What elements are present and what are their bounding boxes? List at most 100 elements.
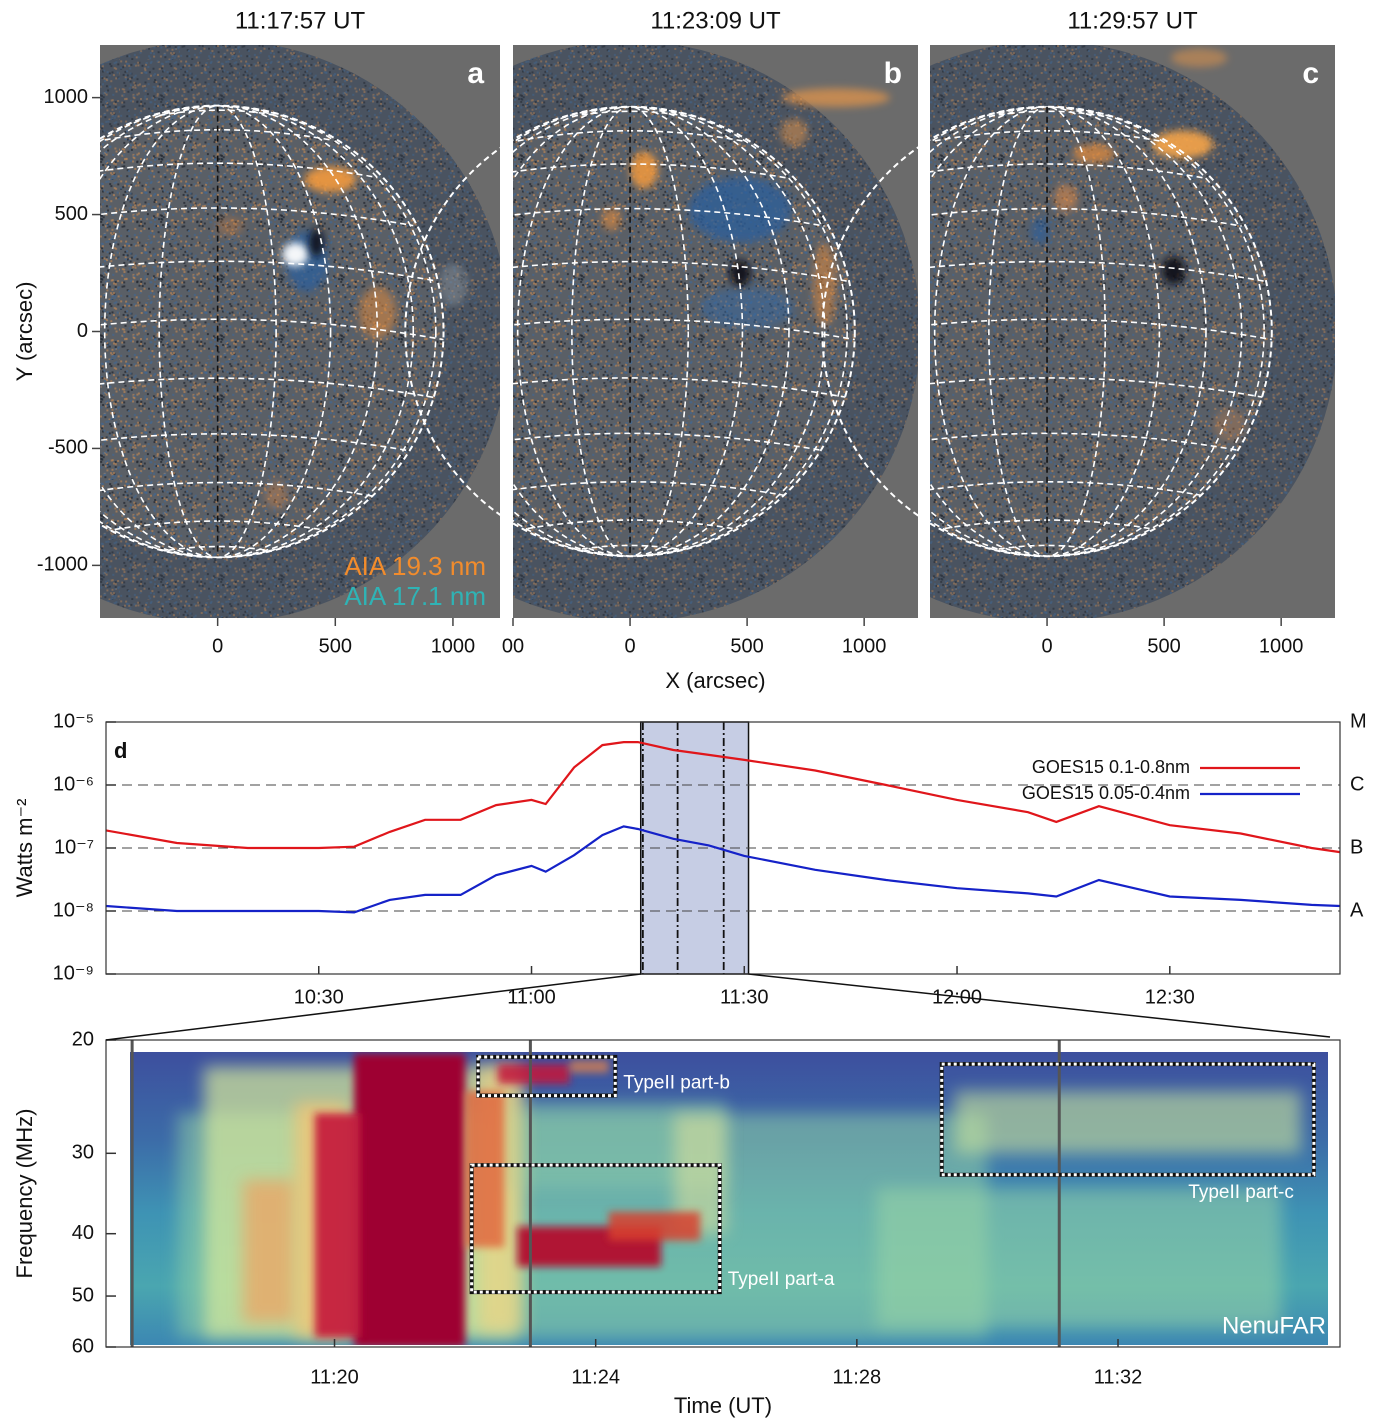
y-tick-label: 40	[72, 1222, 94, 1244]
longitude-line	[930, 106, 1243, 557]
emission-core	[354, 1053, 466, 1345]
y-tick-label: -500	[48, 437, 88, 459]
y-axis-label: Y (arcsec)	[12, 282, 37, 382]
panel-label: a	[467, 57, 484, 90]
latitude-line	[571, 110, 689, 118]
y-tick-label: 60	[72, 1335, 94, 1357]
x-tick-label: 1000	[1259, 635, 1304, 657]
y2-tick-label: C	[1350, 773, 1364, 795]
legend-label: GOES15 0.05-0.4nm	[1022, 783, 1190, 803]
region-label: TypeII part-b	[623, 1073, 730, 1094]
emission-blob	[1161, 256, 1186, 285]
y-axis-label: Watts m⁻²	[12, 799, 37, 898]
y-tick-label: 10⁻⁶	[53, 773, 94, 795]
disk-noise	[930, 106, 1272, 557]
x-tick-label: 11:00	[507, 986, 556, 1008]
region-box	[476, 1055, 617, 1098]
latitude-line	[100, 433, 414, 453]
emission-blob	[1171, 48, 1228, 68]
x-tick-label: 11:32	[1094, 1366, 1143, 1388]
panel-title: 11:29:57 UT	[1067, 7, 1198, 34]
y-axis-label: Frequency (MHz)	[12, 1109, 37, 1279]
emission	[876, 1188, 1282, 1328]
image-panel	[513, 45, 918, 618]
emission-blob	[630, 151, 659, 189]
emission-blob	[282, 242, 309, 267]
emission-blob	[304, 166, 357, 193]
emission-blob	[1152, 130, 1214, 159]
y-tick-label: 10⁻⁹	[53, 962, 94, 984]
x-tick-label: 00	[502, 635, 524, 657]
y2-tick-label: A	[1350, 899, 1364, 921]
y2-tick-label: B	[1350, 836, 1363, 858]
series-line	[105, 741, 1341, 854]
image-panel	[930, 45, 1335, 618]
emission-blob	[1072, 144, 1115, 164]
emission-blob	[1054, 184, 1078, 213]
x-axis-label: X (arcsec)	[665, 668, 765, 693]
limb	[0, 104, 445, 559]
emission-blob	[1213, 408, 1247, 442]
y-tick-label: 20	[72, 1028, 94, 1050]
x-tick-label: 500	[319, 635, 352, 657]
panel-label: b	[884, 57, 902, 90]
emission-blob	[812, 242, 837, 327]
emission-blob	[215, 216, 244, 236]
legend-label: GOES15 0.1-0.8nm	[1032, 757, 1190, 777]
y-tick-label: 1000	[44, 86, 89, 108]
y2-tick-label: M	[1350, 710, 1367, 732]
panel-label: e	[114, 1056, 126, 1081]
x-tick-label: 500	[1147, 635, 1180, 657]
series-line	[105, 825, 1341, 914]
longitude-line	[513, 106, 826, 557]
y-tick-label: 500	[55, 203, 88, 225]
emission-blob	[601, 207, 621, 231]
y-tick-label: 10⁻⁵	[53, 710, 94, 732]
emission-blob	[729, 260, 751, 286]
latitude-line	[988, 110, 1106, 118]
emission-blob	[309, 228, 324, 257]
y-tick-label: -1000	[37, 554, 88, 576]
panel-label: d	[114, 738, 127, 763]
emission-blob	[264, 481, 289, 510]
x-tick-label: 500	[730, 635, 763, 657]
emission	[954, 1090, 1301, 1154]
region-label: TypeII part-c	[1188, 1182, 1294, 1203]
spectrogram	[130, 1052, 1328, 1345]
x-tick-label: 11:28	[833, 1366, 882, 1388]
y-tick-label: 0	[77, 320, 88, 342]
x-tick-label: 0	[212, 635, 223, 657]
panel-title: 11:23:09 UT	[650, 7, 781, 34]
emission-core	[497, 1064, 570, 1084]
emission	[243, 1179, 296, 1323]
x-tick-label: 1000	[431, 635, 476, 657]
latitude-line	[571, 544, 689, 552]
x-tick-label: 0	[624, 635, 635, 657]
latitude-line	[159, 109, 277, 117]
plot-frame	[105, 1039, 1341, 1348]
latitude-line	[100, 162, 378, 179]
emission-blob	[688, 177, 792, 243]
zoom-connector	[105, 973, 641, 1041]
y-tick-label: 10⁻⁷	[54, 836, 94, 858]
x-tick-label: 11:20	[310, 1366, 359, 1388]
x-tick-label: 11:30	[720, 986, 769, 1008]
disk-noise	[100, 105, 444, 558]
emission-core	[569, 1060, 609, 1073]
x-axis-label: Time (UT)	[674, 1393, 772, 1418]
region-label: TypeII part-a	[728, 1269, 835, 1290]
emission-core	[608, 1211, 701, 1241]
limb	[821, 105, 1273, 558]
annotation: NenuFAR	[1222, 1312, 1326, 1339]
emission-blob	[779, 118, 808, 147]
annotation: AIA 19.3 nm	[344, 551, 486, 581]
y-tick-label: 10⁻⁸	[53, 899, 94, 921]
region-box	[470, 1163, 722, 1294]
region-box	[940, 1062, 1316, 1177]
emission-blob	[438, 263, 468, 306]
latitude-line	[513, 432, 825, 452]
latitude-line	[988, 544, 1106, 552]
x-tick-label: 10:30	[294, 986, 344, 1008]
